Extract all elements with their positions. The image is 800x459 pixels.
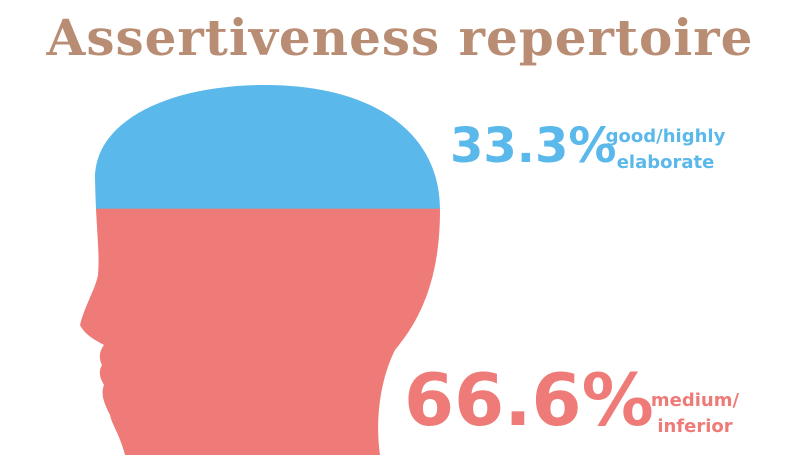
category-label: medium/ inferior	[650, 390, 740, 437]
chart-title: Assertiveness repertoire	[46, 8, 754, 67]
head-segment	[80, 208, 440, 455]
head-segment	[80, 85, 440, 210]
head	[80, 85, 440, 455]
value-label: 66.6%	[404, 358, 654, 442]
category-label: good/highly elaborate	[605, 126, 726, 173]
value-label: 33.3%	[450, 118, 617, 174]
